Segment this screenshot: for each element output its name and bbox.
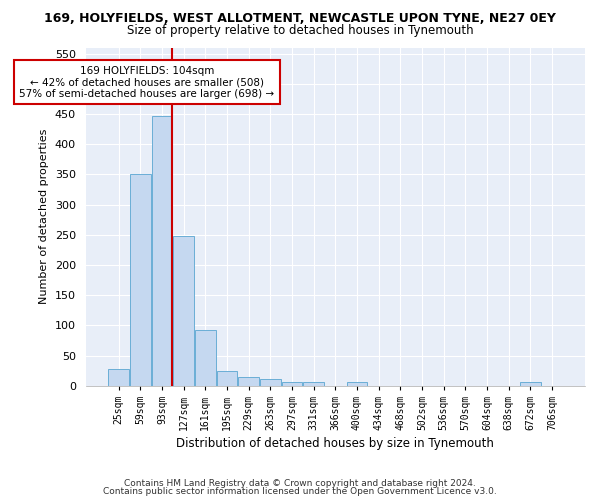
Bar xyxy=(173,236,194,386)
Text: Size of property relative to detached houses in Tynemouth: Size of property relative to detached ho… xyxy=(127,24,473,37)
Bar xyxy=(130,174,151,386)
Bar xyxy=(109,369,129,386)
Bar xyxy=(520,382,541,386)
Text: Contains public sector information licensed under the Open Government Licence v3: Contains public sector information licen… xyxy=(103,487,497,496)
Bar xyxy=(195,330,215,386)
Text: Contains HM Land Registry data © Crown copyright and database right 2024.: Contains HM Land Registry data © Crown c… xyxy=(124,478,476,488)
X-axis label: Distribution of detached houses by size in Tynemouth: Distribution of detached houses by size … xyxy=(176,437,494,450)
Bar xyxy=(260,379,281,386)
Bar xyxy=(238,378,259,386)
Y-axis label: Number of detached properties: Number of detached properties xyxy=(39,129,49,304)
Bar xyxy=(304,382,324,386)
Bar xyxy=(217,370,237,386)
Bar xyxy=(281,382,302,386)
Bar xyxy=(152,116,172,386)
Text: 169, HOLYFIELDS, WEST ALLOTMENT, NEWCASTLE UPON TYNE, NE27 0EY: 169, HOLYFIELDS, WEST ALLOTMENT, NEWCAST… xyxy=(44,12,556,26)
Bar xyxy=(347,382,367,386)
Text: 169 HOLYFIELDS: 104sqm
← 42% of detached houses are smaller (508)
57% of semi-de: 169 HOLYFIELDS: 104sqm ← 42% of detached… xyxy=(19,66,274,99)
